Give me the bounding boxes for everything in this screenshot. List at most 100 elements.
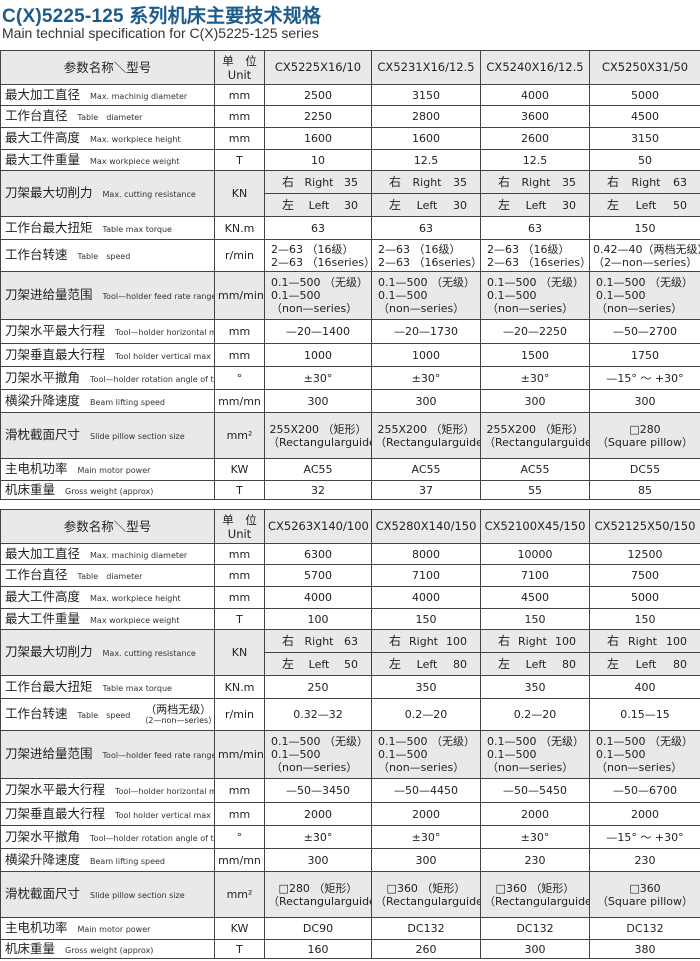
model-header: CX52100X45/150 [480,509,590,544]
value-cell: 400 [589,675,700,699]
value-cell: 12.5 [371,149,481,171]
value-cell: 0.32—32 [264,698,372,731]
value-cell: AC55 [480,458,590,481]
cutting-force-left: 左 Left 30 [264,193,372,217]
param-name-en: Table speed [77,710,131,720]
direction-en: Right [412,175,442,189]
value-cell: ±30° [264,366,372,390]
value-line: （2—non—series） [593,255,698,269]
value-line: —20—2250 [503,325,567,338]
value-line: 7500 [631,569,659,582]
value-cell: —20—2250 [480,319,590,344]
value-line: 10 [311,153,325,167]
value-line: □360 [629,881,661,895]
spec-table-2: 参数名称＼型号单 位 Unit CX5263X140/100 CX5280X140/1… [0,509,700,959]
value-line: （non—series） [596,761,683,774]
direction-cn: 右 [282,174,295,189]
table-row: 机床重量 Gross weight (approx) T 160 260 300 380 [0,939,700,959]
param-name-en: Tool holder vertical max stroke [115,351,213,361]
value-line: 0.1—500 （无级） [596,735,693,748]
param-name: 机床重量 Gross weight (approx) [0,939,215,959]
direction-en: Left [308,657,330,671]
value-cell: 63 [480,216,590,240]
header-row: 参数名称＼型号单 位 Unit CX5263X140/100 CX5280X140/1… [0,509,700,544]
param-name-cn: 工作台转速 [5,247,68,262]
table-row: 工作台最大扭矩 Table max torque KN.m 250 350 350 400 [0,675,700,699]
param-name-en: Max. cutting resistance [102,649,196,658]
value-line: 255X200 （矩形） [377,422,475,436]
value-line: 1600 [304,132,332,145]
value-line: —20—1730 [394,325,458,338]
force-value: 50 [344,657,358,671]
value-line: （Square pillow） [596,894,694,908]
unit-cell: mm [214,778,265,803]
value-cell: 0.1—500 （无级） 0.1—500 （non—series） [589,271,700,320]
value-cell: 2800 [371,105,481,128]
param-name: 主电机功率 Main motor power [0,458,215,481]
param-name-cn: 刀架水平撤角 [5,369,81,385]
value-cell: AC55 [371,458,481,481]
value-line: 2500 [304,88,332,102]
param-name-cn: 最大工件高度 [5,130,81,145]
page-subtitle: Main technial specification for C(X)5225… [2,25,319,41]
value-line: 0.1—500 [596,748,646,761]
value-line: （Rectangularguide） [268,435,371,449]
value-line: AC55 [520,463,550,476]
value-cell: 12.5 [480,149,590,171]
direction-en: Left [416,198,438,212]
value-line: 0.32—32 [293,708,343,721]
param-name-cn: 滑枕截面尺寸 [5,427,81,442]
value-line: 0.1—500 [378,748,428,761]
value-line: 0.1—500 （无级） [596,276,693,289]
param-name-cn: 横梁升降速度 [5,392,81,408]
unit-header: 单 位 Unit [214,50,265,85]
value-cell: ±30° [264,825,372,849]
value-cell: 7100 [371,564,481,587]
value-cell: 150 [589,608,700,630]
unit-cell: T [214,939,265,959]
param-name-cn: 刀架水平撤角 [5,828,81,844]
value-cell: —50—3450 [264,778,372,803]
value-cell: —50—2700 [589,319,700,344]
value-cell: 4000 [264,586,372,609]
value-line: 6300 [304,547,332,561]
value-line: 8000 [412,547,440,561]
value-line: 0.1—500 （无级） [378,276,475,289]
value-line: □280 [629,422,661,436]
param-name: 最大工件高度 Max. workpiece height [0,127,215,150]
unit-cell: T [214,149,265,171]
param-name: 刀架水平最大行程 Tool—holder horizontal max strok… [0,778,215,803]
unit-cell: KW [214,458,265,481]
param-name-cn: 主电机功率 [5,461,68,476]
value-cell: 4000 [371,586,481,609]
value-line: 32 [311,483,325,497]
value-line: 0.1—500 [378,289,428,302]
unit-cell: mm/min [214,271,265,320]
param-name-en: Tool—holder horizontal max stroke [115,328,213,337]
value-line: （non—series） [271,302,358,315]
value-line: （non—series） [596,302,683,315]
param-name-en: Max. cutting resistance [102,190,196,199]
param-name: 刀架最大切削力 Max. cutting resistance [0,170,215,217]
value-cell: 1750 [589,343,700,367]
value-cell: 0.1—500 （无级） 0.1—500 （non—series） [371,271,481,320]
value-cell: 230 [480,848,590,872]
value-line: 10000 [517,547,553,561]
value-cell: 255X200 （矩形）（Rectangularguide） [264,412,372,459]
value-cell: 0.1—500 （无级） 0.1—500 （non—series） [371,730,481,779]
model-header: CX52125X50/150 [589,509,700,544]
param-name: 刀架水平撤角 Tool—holder rotation angle of the … [0,366,215,390]
param-name-en: Table max torque [102,224,172,234]
force-value: 63 [343,634,358,648]
direction-cn: 左 [282,197,295,212]
param-name-cn: 刀架进给量范围 [5,287,93,302]
value-line: 0.1—500 [596,289,646,302]
direction-cn: 右 [389,174,402,189]
value-cell: 0.15—15 [589,698,700,731]
direction-en: Right [521,175,551,189]
value-line: 55 [528,483,542,497]
cutting-force-left-content: 左 Left 80 [593,657,697,671]
value-cell: —15° ～ +30° [589,825,700,849]
table-row: 工作台最大扭矩 Table max torque KN.m 63 63 63 150 [0,216,700,240]
cutting-force-right: 右 Right 35 [480,170,590,194]
